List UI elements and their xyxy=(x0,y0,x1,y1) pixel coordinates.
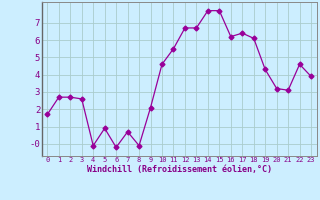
X-axis label: Windchill (Refroidissement éolien,°C): Windchill (Refroidissement éolien,°C) xyxy=(87,165,272,174)
